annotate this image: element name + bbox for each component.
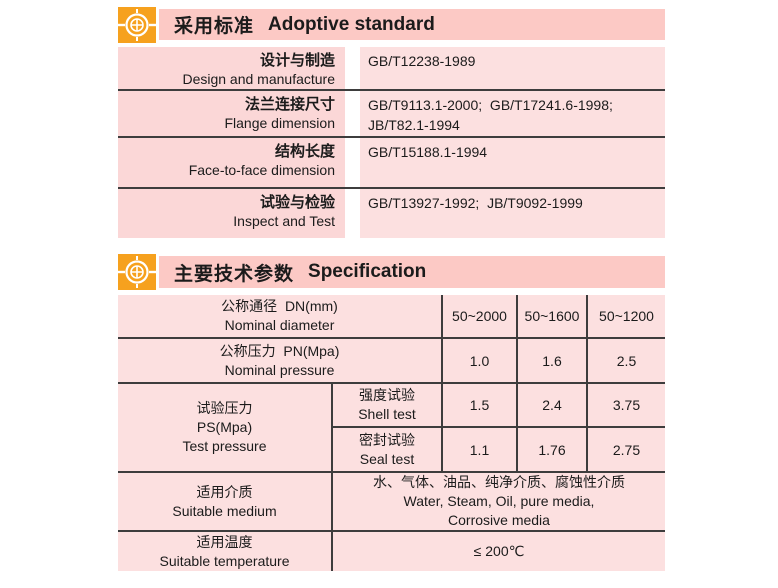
spec-label-cell: 适用介质 Suitable medium: [118, 472, 332, 532]
spec-value-cell: 50~1200: [586, 295, 665, 339]
specification-header: 主要技术参数 Specification: [118, 254, 665, 290]
label-en: Seal test: [359, 450, 415, 467]
spec-value-cell: 1.0: [441, 338, 517, 384]
standard-value-cell: GB/T9113.1-2000; GB/T17241.6-1998; JB/T8…: [360, 90, 665, 138]
column-gap: [345, 188, 360, 238]
standard-label-cell: 结构长度 Face-to-face dimension: [118, 137, 345, 189]
label-zh: 结构长度: [274, 143, 335, 160]
brand-target-icon: [118, 254, 156, 290]
spec-value-cell: 1.6: [516, 338, 587, 384]
label-zh: 设计与制造: [259, 52, 335, 69]
section-title-zh: 主要技术参数: [174, 263, 295, 285]
table-row: 设计与制造 Design and manufacture GB/T12238-1…: [118, 47, 665, 91]
standard-value: JB/T82.1-1994: [368, 117, 460, 133]
column-gap: [345, 137, 360, 189]
spec-label-cell: 公称通径 DN(mm) Nominal diameter: [118, 295, 442, 339]
standard-value: GB/T13927-1992; JB/T9092-1999: [368, 195, 583, 211]
standard-label-cell: 设计与制造 Design and manufacture: [118, 47, 345, 91]
label-zh: 适用介质: [196, 483, 253, 500]
standard-value: GB/T9113.1-2000; GB/T17241.6-1998;: [368, 97, 613, 113]
medium-value-en: Corrosive media: [448, 512, 550, 528]
spec-value-cell: 2.4: [516, 383, 587, 428]
seal-test-label-cell: 密封试验 Seal test: [331, 427, 442, 473]
spec-value-cell: 1.76: [516, 427, 587, 473]
label-en: Nominal pressure: [224, 361, 335, 378]
spec-value-cell: 2.75: [586, 427, 665, 473]
label-unit: PS(Mpa): [196, 419, 253, 435]
spec-value-cell: 1.5: [441, 383, 517, 428]
spec-value-cell: 50~2000: [441, 295, 517, 339]
label-en: Flange dimension: [224, 115, 335, 131]
table-row: 结构长度 Face-to-face dimension GB/T15188.1-…: [118, 137, 665, 189]
spec-value-cell: 50~1600: [516, 295, 587, 339]
label-en: Nominal diameter: [224, 317, 335, 333]
medium-value-zh: 水、气体、油品、纯净介质、腐蚀性介质: [373, 474, 625, 490]
label-zh: 密封试验: [359, 431, 415, 448]
label-en: Test pressure: [182, 438, 267, 454]
label-en: Suitable medium: [172, 502, 277, 519]
medium-value-cell: 水、气体、油品、纯净介质、腐蚀性介质 Water, Steam, Oil, pu…: [331, 472, 665, 532]
table-row: 公称通径 DN(mm) Nominal diameter 50~2000 50~…: [118, 295, 665, 339]
label-zh: 法兰连接尺寸: [244, 96, 335, 113]
adoptive-standard-header: 采用标准 Adoptive standard: [118, 7, 665, 43]
spec-value-cell: 2.5: [586, 338, 665, 384]
section-title-zh: 采用标准: [174, 16, 255, 37]
standard-value-cell: GB/T12238-1989: [360, 47, 665, 91]
label-en: Shell test: [358, 406, 416, 422]
spec-value-cell: 3.75: [586, 383, 665, 428]
standard-value: GB/T12238-1989: [368, 53, 476, 69]
test-pressure-group-cell: 试验压力 PS(Mpa) Test pressure: [118, 383, 332, 473]
standard-label-cell: 试验与检验 Inspect and Test: [118, 188, 345, 238]
column-gap: [345, 47, 360, 91]
section-title-en: Specification: [308, 261, 427, 282]
standard-label-cell: 法兰连接尺寸 Flange dimension: [118, 90, 345, 138]
label-en: Inspect and Test: [233, 213, 335, 229]
section-title-en: Adoptive standard: [268, 13, 435, 35]
medium-value-en: Water, Steam, Oil, pure media,: [403, 493, 595, 509]
label-en: Face-to-face dimension: [188, 162, 335, 178]
label-zh: 试验压力: [196, 400, 253, 416]
table-row: 公称压力 PN(Mpa) Nominal pressure 1.0 1.6 2.…: [118, 338, 665, 384]
specification-table: 公称通径 DN(mm) Nominal diameter 50~2000 50~…: [118, 295, 665, 571]
label-zh: 强度试验: [359, 387, 415, 403]
table-row: 试验与检验 Inspect and Test GB/T13927-1992; J…: [118, 188, 665, 238]
standard-value: GB/T15188.1-1994: [368, 144, 488, 160]
spec-label-cell: 公称压力 PN(Mpa) Nominal pressure: [118, 338, 442, 384]
specification-title-bar: 主要技术参数 Specification: [159, 256, 665, 288]
shell-test-label-cell: 强度试验 Shell test: [331, 383, 442, 428]
standard-value-cell: GB/T13927-1992; JB/T9092-1999: [360, 188, 665, 238]
label-zh: 公称通径 DN(mm): [221, 298, 338, 314]
table-row: 试验压力 PS(Mpa) Test pressure 强度试验 Shell te…: [118, 383, 665, 473]
adoptive-standard-title-bar: 采用标准 Adoptive standard: [159, 9, 665, 40]
label-zh: 公称压力 PN(Mpa): [219, 342, 340, 359]
label-en: Suitable temperature: [159, 552, 290, 569]
table-row: 适用温度 Suitable temperature ≤ 200℃: [118, 531, 665, 571]
table-row: 适用介质 Suitable medium 水、气体、油品、纯净介质、腐蚀性介质 …: [118, 472, 665, 532]
spec-label-cell: 适用温度 Suitable temperature: [118, 531, 332, 571]
brand-target-icon: [118, 7, 156, 43]
label-en: Design and manufacture: [182, 71, 335, 87]
column-gap: [345, 90, 360, 138]
spec-value-cell: 1.1: [441, 427, 517, 473]
table-row: 法兰连接尺寸 Flange dimension GB/T9113.1-2000;…: [118, 90, 665, 138]
temperature-value-cell: ≤ 200℃: [331, 531, 665, 571]
standard-value-cell: GB/T15188.1-1994: [360, 137, 665, 189]
label-zh: 适用温度: [196, 533, 253, 550]
adoptive-standard-table: 设计与制造 Design and manufacture GB/T12238-1…: [118, 47, 665, 238]
table-row: 密封试验 Seal test 1.1 1.76 2.75: [118, 427, 665, 473]
label-zh: 试验与检验: [259, 194, 335, 211]
